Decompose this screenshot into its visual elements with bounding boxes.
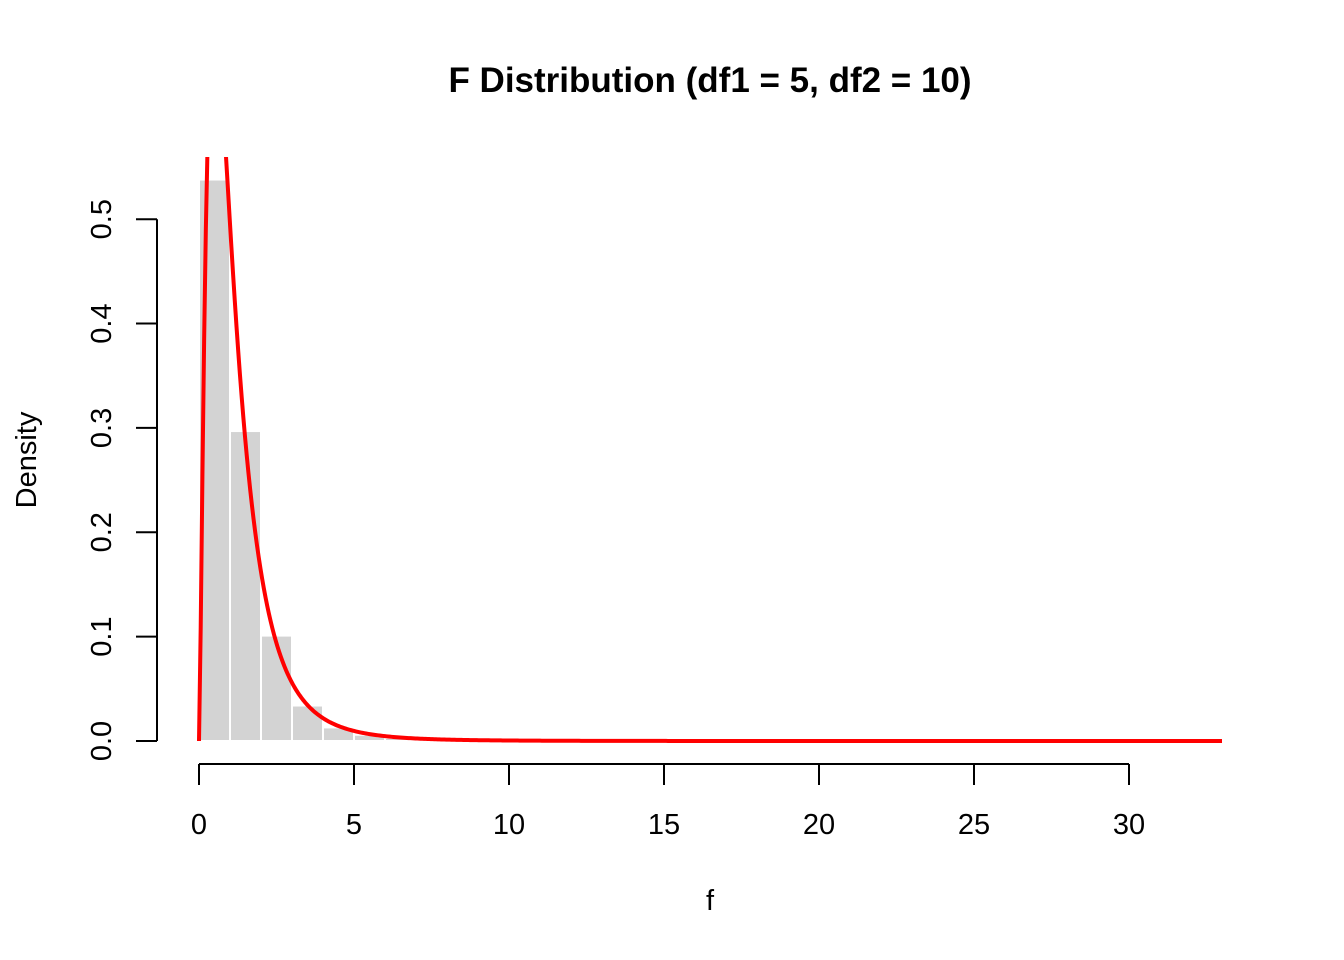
histogram-bars [198,178,603,743]
x-tick-label: 0 [191,809,207,841]
y-axis: 0.0 0.1 0.2 0.3 0.4 0.5 [86,199,158,761]
x-tick-label: 25 [958,809,990,841]
x-tick-label: 30 [1113,809,1145,841]
x-axis-label: f [706,885,715,917]
y-tick-label: 0.1 [86,616,118,656]
y-tick-label: 0.4 [86,303,118,343]
x-tick-label: 10 [493,809,525,841]
x-tick-label: 20 [803,809,835,841]
y-tick-label: 0.3 [86,408,118,448]
density-curve [197,157,1223,743]
x-tick-label: 15 [648,809,680,841]
y-tick-label: 0.5 [86,199,118,239]
histogram-bar [291,704,324,742]
chart-title: F Distribution (df1 = 5, df2 = 10) [448,61,971,100]
histogram-bar [260,634,293,742]
x-tick-label: 5 [346,809,362,841]
y-tick-label: 0.0 [86,721,118,761]
y-tick-label: 0.2 [86,512,118,552]
histogram-bar [229,430,262,742]
y-axis-label: Density [11,411,43,508]
x-axis: 0 5 10 15 20 25 30 [191,763,1145,841]
